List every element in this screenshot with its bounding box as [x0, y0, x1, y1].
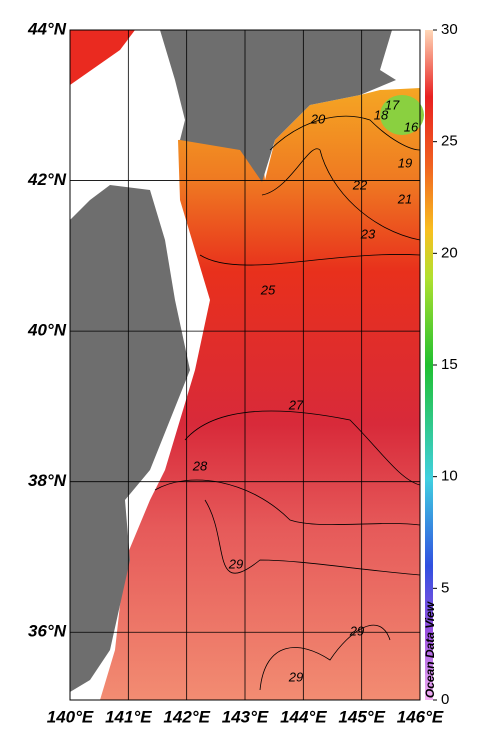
contour-label: 27 [288, 397, 304, 412]
cold-patch [380, 95, 424, 135]
contour-label: 29 [349, 623, 364, 638]
contour-label: 18 [374, 107, 389, 122]
sea-field [100, 88, 420, 700]
x-tick-label: 142°E [163, 707, 210, 726]
contour-label: 21 [397, 191, 412, 206]
colorbar-tick-label: 5 [441, 579, 449, 596]
contour-line [154, 479, 421, 526]
colorbar [425, 30, 433, 700]
x-tick-label: 141°E [105, 707, 152, 726]
contour-label: 23 [360, 226, 376, 241]
colorbar-tick-label: 30 [441, 21, 458, 38]
land [70, 185, 190, 692]
contour-label: 22 [352, 177, 368, 192]
contour-line [204, 499, 421, 576]
sea-field [70, 30, 135, 85]
contour-line [199, 254, 421, 266]
y-tick-label: 44°N [27, 19, 67, 38]
contour-label: 25 [260, 282, 276, 297]
y-tick-label: 38°N [28, 471, 67, 490]
contour-label: 20 [310, 111, 326, 126]
contour-line [259, 624, 391, 691]
contour-label: 19 [398, 155, 412, 170]
x-tick-label: 140°E [47, 707, 94, 726]
colorbar-tick-label: 25 [441, 133, 458, 150]
x-tick-label: 146°E [397, 707, 444, 726]
colorbar-tick-label: 15 [441, 356, 458, 373]
contour-label: 29 [288, 669, 303, 684]
contour-line [269, 115, 421, 151]
contour-label: 29 [228, 556, 243, 571]
colorbar-tick-label: 10 [441, 468, 458, 485]
contour-label: 17 [385, 97, 400, 112]
contour-label: 16 [404, 119, 419, 134]
y-tick-label: 36°N [28, 622, 67, 641]
y-tick-label: 40°N [27, 321, 67, 340]
colorbar-tick-label: 20 [441, 244, 458, 261]
y-tick-label: 42°N [27, 170, 67, 189]
x-tick-label: 145°E [338, 707, 385, 726]
x-tick-label: 144°E [280, 707, 327, 726]
contour-label: 28 [192, 458, 208, 473]
x-tick-label: 143°E [222, 707, 269, 726]
contour-line [261, 148, 421, 241]
contour-line [184, 410, 421, 486]
colorbar-tick-label: 0 [441, 691, 449, 708]
land [160, 30, 396, 182]
watermark: Ocean Data View [423, 601, 437, 698]
